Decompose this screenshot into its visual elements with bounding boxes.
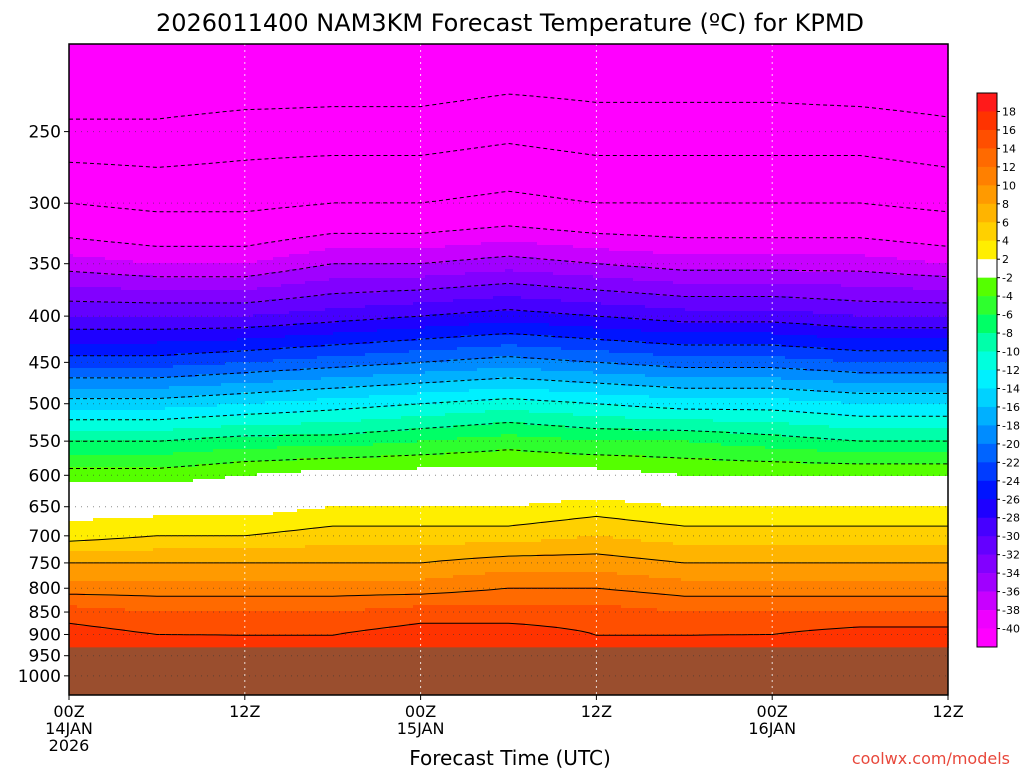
temperature-field [69,44,949,648]
colorbar-label: -36 [1002,586,1020,599]
colorbar-label: -20 [1002,438,1020,451]
colorbar-swatch [977,167,997,186]
colorbar-swatch [977,592,997,611]
colorbar-swatch [977,629,997,648]
x-axis-label: Forecast Time (UTC) [409,746,611,768]
colorbar-swatch [977,388,997,407]
colorbar-label: -30 [1002,530,1020,543]
colorbar-label: 6 [1002,216,1009,229]
temperature-cross-section-chart: 2026011400 NAM3KM Forecast Temperature (… [0,0,1024,768]
y-tick-label: 450 [29,353,61,373]
colorbar-swatch [977,555,997,574]
y-tick-label: 750 [29,554,61,574]
ground-layer [69,647,948,695]
colorbar-label: 18 [1002,105,1016,118]
colorbar-swatch [977,610,997,629]
credit-link[interactable]: coolwx.com/models [852,749,1010,768]
y-tick-label: 500 [29,395,61,415]
y-tick-label: 650 [29,498,61,518]
colorbar-legend: 18 16 14 12 10 8 6 4 2 -2 -4 -6 -8 -10 -12 -14 -16 -18 -20… [977,93,1020,647]
colorbar-label: -14 [1002,382,1020,395]
colorbar-swatch [977,259,997,278]
colorbar-label: -40 [1002,623,1020,636]
y-tick-label: 600 [29,466,61,486]
colorbar-swatch [977,278,997,297]
colorbar-label: 10 [1002,179,1016,192]
colorbar-swatch [977,204,997,223]
y-tick-label: 300 [29,194,61,214]
colorbar-label: -24 [1002,475,1020,488]
y-tick-label: 550 [29,432,61,452]
colorbar-label: -38 [1002,604,1020,617]
colorbar-swatch [977,93,997,112]
colorbar-label: 8 [1002,198,1009,211]
colorbar-label: 14 [1002,142,1016,155]
colorbar-label: -34 [1002,567,1020,580]
colorbar-swatch [977,241,997,260]
colorbar-label: -16 [1002,401,1020,414]
colorbar-swatch [977,499,997,518]
colorbar-swatch [977,130,997,149]
y-axis: 2503003504004505005506006507007508008509… [18,123,69,687]
colorbar-label: 4 [1002,235,1009,248]
colorbar-swatch [977,333,997,352]
x-tick-label: 15JAN [397,719,445,738]
y-tick-label: 850 [29,603,61,623]
y-tick-label: 700 [29,527,61,547]
colorbar-label: -8 [1002,327,1013,340]
colorbar-swatch [977,111,997,130]
y-tick-label: 250 [29,123,61,143]
colorbar-swatch [977,222,997,241]
x-tick-label: 12Z [932,702,963,721]
colorbar-swatch [977,370,997,389]
colorbar-label: -12 [1002,364,1020,377]
colorbar-swatch [977,148,997,167]
colorbar-swatch [977,481,997,500]
y-tick-label: 900 [29,625,61,645]
y-tick-label: 350 [29,255,61,275]
colorbar-swatch [977,536,997,555]
colorbar-label: -22 [1002,456,1020,469]
colorbar-label: -18 [1002,419,1020,432]
colorbar-swatch [977,444,997,463]
x-tick-label: 12Z [229,702,260,721]
x-tick-label: 12Z [581,702,612,721]
colorbar-swatch [977,185,997,204]
colorbar-label: 16 [1002,124,1016,137]
colorbar-swatch [977,518,997,537]
colorbar-swatch [977,315,997,334]
colorbar-label: -2 [1002,272,1013,285]
colorbar-label: 2 [1002,253,1009,266]
colorbar-label: -10 [1002,346,1020,359]
colorbar-label: -26 [1002,493,1020,506]
x-tick-label: 2026 [49,736,90,755]
y-tick-label: 400 [29,307,61,327]
colorbar-label: -6 [1002,309,1013,322]
y-tick-label: 950 [29,647,61,667]
colorbar-label: 12 [1002,161,1016,174]
colorbar-swatch [977,425,997,444]
colorbar-swatch [977,296,997,315]
plot-area [69,44,949,695]
colorbar-label: -28 [1002,512,1020,525]
colorbar-swatch [977,573,997,592]
colorbar-swatch [977,407,997,426]
colorbar-swatch [977,462,997,481]
colorbar-swatch [977,352,997,371]
y-tick-label: 800 [29,579,61,599]
chart-title: 2026011400 NAM3KM Forecast Temperature (… [156,9,864,37]
colorbar-label: -4 [1002,290,1013,303]
y-tick-label: 1000 [18,667,61,687]
colorbar-label: -32 [1002,549,1020,562]
x-tick-label: 16JAN [748,719,796,738]
